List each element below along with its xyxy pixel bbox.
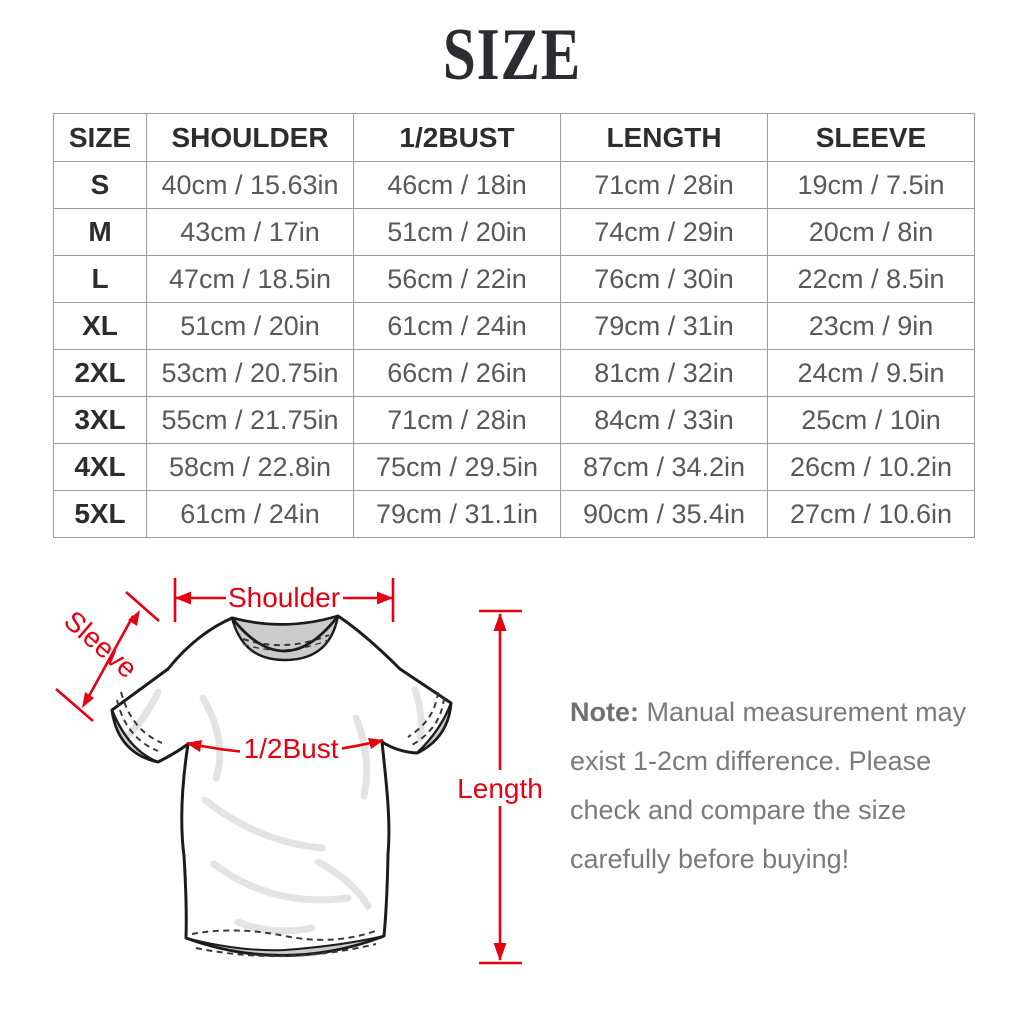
measurement-cell: 27cm / 10.6in — [767, 490, 975, 538]
length-measure: Length — [457, 609, 543, 965]
measurement-cell: 26cm / 10.2in — [767, 443, 975, 491]
measurement-cell: 71cm / 28in — [560, 161, 768, 209]
right-cuff-stitch — [411, 697, 445, 746]
measurement-cell: 23cm / 9in — [767, 302, 975, 350]
table-row: XL 51cm / 20in 61cm / 24in 79cm / 31in 23cm … — [53, 302, 975, 350]
measurement-cell: 51cm / 20in — [353, 208, 561, 256]
measurement-cell: 76cm / 30in — [560, 255, 768, 303]
measurement-cell: 22cm / 8.5in — [767, 255, 975, 303]
tshirt-illustration — [110, 614, 453, 958]
measurement-cell: 90cm / 35.4in — [560, 490, 768, 538]
bust-arrowhead-right — [368, 738, 384, 749]
table-header-row: SIZE SHOULDER 1/2BUST LENGTH SLEEVE — [53, 113, 975, 162]
left-cuff-stitch — [116, 699, 159, 752]
collar-band-edge — [230, 614, 340, 653]
measurement-cell: 58cm / 22.8in — [146, 443, 354, 491]
tshirt-measurement-diagram: Shoulder Sleeve 1/2Bust — [55, 578, 543, 965]
note-body: Manual measurement may exist 1-2cm diffe… — [570, 697, 967, 874]
measurement-cell: 24cm / 9.5in — [767, 349, 975, 397]
table-row: M 43cm / 17in 51cm / 20in 74cm / 29in 20cm /… — [53, 208, 975, 256]
table-row: 4XL 58cm / 22.8in 75cm / 29.5in 87cm / 34.2… — [53, 443, 975, 491]
measurement-cell: 75cm / 29.5in — [353, 443, 561, 491]
shoulder-arrowhead-left — [175, 591, 191, 605]
length-label: Length — [457, 773, 543, 804]
measurement-cell: 84cm / 33in — [560, 396, 768, 444]
measurement-cell: 25cm / 10in — [767, 396, 975, 444]
measurement-cell: 51cm / 20in — [146, 302, 354, 350]
collar-inner — [230, 614, 340, 662]
bust-measure: 1/2Bust — [186, 731, 384, 764]
measurement-cell: 79cm / 31in — [560, 302, 768, 350]
column-header: LENGTH — [560, 113, 768, 162]
size-table: SIZE SHOULDER 1/2BUST LENGTH SLEEVE S 40cm / … — [53, 113, 975, 538]
size-cell: 5XL — [53, 490, 147, 538]
table-row: 5XL 61cm / 24in 79cm / 31.1in 90cm / 35.4in… — [53, 490, 975, 538]
measurement-cell: 61cm / 24in — [146, 490, 354, 538]
tshirt-body-outline — [110, 614, 453, 957]
measurement-cell: 56cm / 22in — [353, 255, 561, 303]
hem-band — [185, 935, 385, 956]
table-row: L 47cm / 18.5in 56cm / 22in 76cm / 30in 22cm… — [53, 255, 975, 303]
size-cell: L — [53, 255, 147, 303]
sleeve-arrowhead-bottom — [82, 692, 94, 708]
table-row: S 40cm / 15.63in 46cm / 18in 71cm / 28in 19c… — [53, 161, 975, 209]
sleeve-arrowhead-top — [128, 610, 140, 626]
hem-stitch-bottom — [195, 943, 377, 958]
note-prefix: Note: — [570, 697, 639, 727]
measurement-cell: 53cm / 20.75in — [146, 349, 354, 397]
tshirt-wrinkles — [123, 686, 425, 935]
table-row: 3XL 55cm / 21.75in 71cm / 28in 84cm / 33in 2… — [53, 396, 975, 444]
measurement-cell: 43cm / 17in — [146, 208, 354, 256]
left-cuff-stitch2 — [120, 691, 163, 744]
size-table-body: S 40cm / 15.63in 46cm / 18in 71cm / 28in 19c… — [53, 161, 975, 538]
column-header: SHOULDER — [146, 113, 354, 162]
left-cuff — [110, 708, 160, 764]
shoulder-arrowhead-right — [377, 591, 393, 605]
length-arrowhead-bottom — [493, 943, 507, 961]
size-cell: 3XL — [53, 396, 147, 444]
size-cell: M — [53, 208, 147, 256]
column-header: SIZE — [53, 113, 147, 162]
measurement-cell: 66cm / 26in — [353, 349, 561, 397]
measurement-cell: 55cm / 21.75in — [146, 396, 354, 444]
page-title: SIZE — [442, 14, 582, 96]
table-row: 2XL 53cm / 20.75in 66cm / 26in 81cm / 32in 2… — [53, 349, 975, 397]
size-cell: 2XL — [53, 349, 147, 397]
measurement-cell: 87cm / 34.2in — [560, 443, 768, 491]
collar-stitch — [242, 634, 330, 647]
size-cell: S — [53, 161, 147, 209]
column-header: SLEEVE — [767, 113, 975, 162]
right-cuff — [415, 701, 453, 755]
shoulder-measure: Shoulder — [173, 578, 395, 622]
measurement-cell: 74cm / 29in — [560, 208, 768, 256]
measurement-cell: 40cm / 15.63in — [146, 161, 354, 209]
size-cell: XL — [53, 302, 147, 350]
length-arrowhead-top — [493, 613, 507, 631]
measurement-cell: 81cm / 32in — [560, 349, 768, 397]
size-cell: 4XL — [53, 443, 147, 491]
hem-stitch-top — [191, 929, 379, 941]
measurement-cell: 79cm / 31.1in — [353, 490, 561, 538]
measurement-cell: 20cm / 8in — [767, 208, 975, 256]
column-header: 1/2BUST — [353, 113, 561, 162]
measurement-cell: 47cm / 18.5in — [146, 255, 354, 303]
bust-arrowhead-left — [186, 740, 202, 752]
measurement-cell: 61cm / 24in — [353, 302, 561, 350]
right-cuff-stitch2 — [407, 691, 439, 738]
bust-label: 1/2Bust — [244, 733, 339, 764]
shoulder-label: Shoulder — [228, 582, 340, 613]
note-text: Note: Manual measurement may exist 1-2cm… — [570, 688, 990, 884]
measurement-cell: 71cm / 28in — [353, 396, 561, 444]
measurement-cell: 19cm / 7.5in — [767, 161, 975, 209]
measurement-cell: 46cm / 18in — [353, 161, 561, 209]
